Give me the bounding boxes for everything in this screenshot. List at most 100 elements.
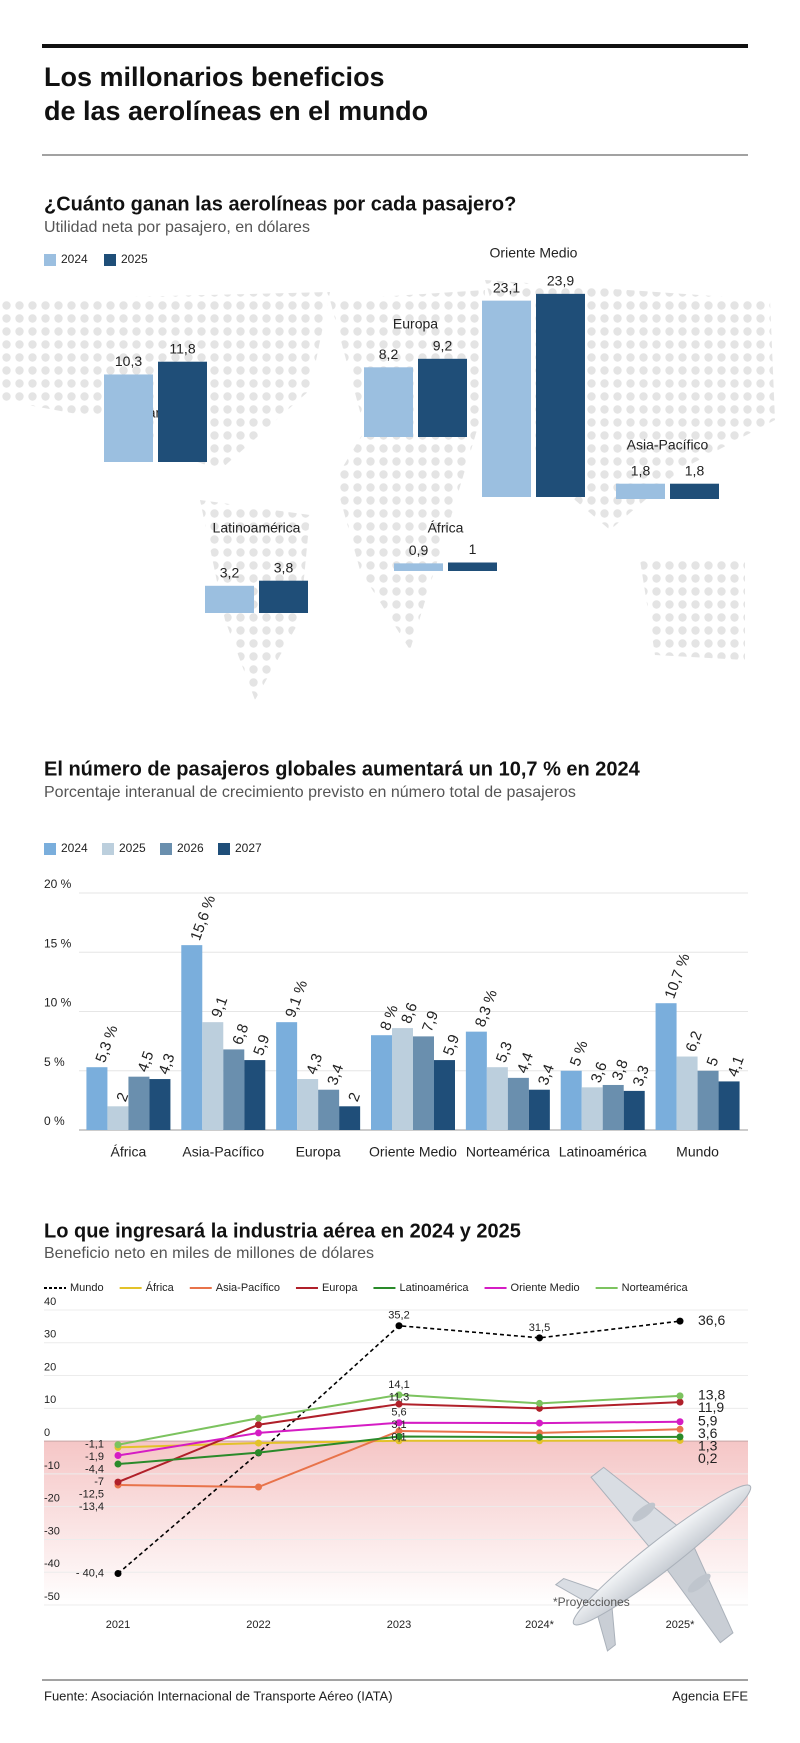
value-label: 1 <box>469 541 477 557</box>
value-label: 35,2 <box>388 1310 409 1322</box>
bar <box>465 1031 487 1130</box>
value-label: 15,6 % <box>187 893 219 943</box>
bar <box>158 361 207 462</box>
value-label: 5,3 % <box>92 1023 121 1065</box>
value-label: -13,4 <box>79 1501 104 1513</box>
region-label: África <box>428 520 464 536</box>
y-tick-label: 0 <box>44 1427 50 1439</box>
bar <box>244 1060 266 1130</box>
value-label: 1,8 <box>631 462 651 478</box>
legend-label: Latinoamérica <box>399 1282 469 1294</box>
point <box>395 1400 403 1408</box>
value-label: 5 <box>704 1055 723 1069</box>
point <box>395 1322 403 1330</box>
x-tick-label: 2021 <box>106 1619 130 1631</box>
value-label: 3,1 <box>391 1419 406 1431</box>
value-label: 3,8 <box>609 1057 632 1082</box>
value-label: 3,6 <box>588 1060 611 1085</box>
chart-subtitle: Utilidad neta por pasajero, en dólares <box>44 219 310 236</box>
value-label: 10,3 <box>115 353 142 369</box>
value-label: 23,9 <box>547 273 574 289</box>
y-tick-label: -20 <box>44 1493 60 1505</box>
x-tick-label: 2022 <box>246 1619 270 1631</box>
point <box>395 1427 403 1435</box>
bar <box>371 1035 392 1130</box>
value-label: 3,3 <box>630 1063 653 1088</box>
point <box>255 1439 262 1447</box>
value-label: 4,3 <box>155 1051 178 1076</box>
legend-label: 2024 <box>61 841 88 855</box>
point <box>676 1433 684 1441</box>
bar <box>528 1089 550 1130</box>
value-label: - 40,4 <box>76 1567 104 1579</box>
value-label: 5,6 <box>391 1407 406 1419</box>
map-dots <box>330 290 485 650</box>
legend-label: 2025 <box>121 252 148 266</box>
value-label: 3,2 <box>220 565 240 581</box>
bar <box>223 1049 245 1130</box>
bar <box>318 1089 340 1130</box>
y-tick-label: 15 % <box>44 936 72 950</box>
map-dots <box>200 500 310 700</box>
x-tick-label: 2023 <box>387 1619 411 1631</box>
value-label: 36,6 <box>698 1312 725 1328</box>
legend-swatch <box>44 254 56 266</box>
point <box>536 1419 543 1427</box>
legend-swatch <box>160 843 172 855</box>
point <box>395 1433 403 1441</box>
value-label: 9,1 % <box>282 978 311 1020</box>
bar <box>394 563 443 571</box>
bar <box>205 585 254 613</box>
value-label: 9,2 <box>433 338 453 354</box>
bar <box>339 1106 361 1130</box>
bar <box>560 1070 582 1130</box>
bar <box>697 1070 719 1130</box>
legend-swatch <box>104 254 116 266</box>
y-tick-label: -30 <box>44 1525 60 1537</box>
legend-label: Norteamérica <box>622 1282 689 1294</box>
y-tick-label: 30 <box>44 1329 56 1341</box>
point <box>114 1478 122 1486</box>
point <box>536 1334 543 1342</box>
page-title: de las aerolíneas en el mundo <box>44 96 428 126</box>
bar <box>107 1106 129 1130</box>
chart-title: Lo que ingresará la industria aérea en 2… <box>44 1220 521 1242</box>
x-tick-label: Oriente Medio <box>369 1144 457 1160</box>
value-label: 3,6 <box>698 1425 718 1441</box>
value-label: 9,1 <box>208 994 231 1019</box>
point <box>676 1418 684 1426</box>
x-tick-label: Europa <box>296 1144 341 1160</box>
bar <box>581 1087 603 1130</box>
point <box>255 1483 262 1491</box>
y-tick-label: 40 <box>44 1296 56 1308</box>
point <box>536 1404 543 1412</box>
region-label: Latinoamérica <box>213 520 301 536</box>
legend-label: Oriente Medio <box>511 1282 580 1294</box>
x-tick-label: 2025* <box>666 1619 695 1631</box>
bar <box>676 1056 698 1130</box>
value-label: 23,1 <box>493 279 520 295</box>
bar <box>392 1028 413 1130</box>
bar <box>718 1081 740 1130</box>
value-label: 11,8 <box>169 340 195 356</box>
value-label: 8,3 % <box>472 988 501 1030</box>
y-tick-label: 20 % <box>44 877 72 891</box>
legend-label: 2026 <box>177 841 204 855</box>
point <box>255 1449 262 1457</box>
y-tick-label: 10 % <box>44 996 72 1010</box>
value-label: 13,8 <box>698 1387 725 1403</box>
value-label: 3,4 <box>535 1062 558 1087</box>
value-label: 31,5 <box>529 1322 550 1334</box>
value-label: 3,8 <box>274 559 294 575</box>
note: *Proyecciones <box>553 1595 630 1609</box>
bar <box>536 293 585 497</box>
top-rule <box>42 44 748 48</box>
value-label: -1,1 <box>85 1439 104 1451</box>
bar <box>434 1060 455 1130</box>
value-label: 1,3 <box>698 1437 718 1453</box>
bar <box>616 483 665 499</box>
value-label: 1,8 <box>685 462 705 478</box>
bar <box>507 1077 529 1130</box>
legend-label: 2025 <box>119 841 146 855</box>
